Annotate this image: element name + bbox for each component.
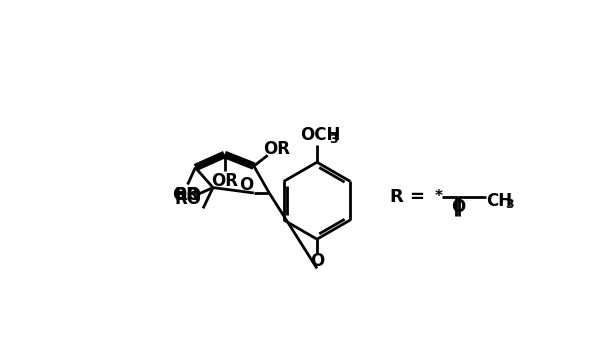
Text: O: O [310, 252, 324, 270]
Text: RO: RO [174, 190, 201, 208]
Text: OR: OR [173, 186, 200, 203]
Text: OR: OR [263, 140, 290, 158]
Text: 3: 3 [330, 132, 338, 146]
Text: *: * [435, 189, 443, 204]
Text: O: O [239, 176, 253, 194]
Text: RO: RO [175, 186, 202, 204]
Text: R =: R = [391, 188, 426, 206]
Text: 3: 3 [505, 198, 514, 211]
Text: OR: OR [211, 172, 238, 190]
Text: CH: CH [486, 192, 511, 210]
Text: OCH: OCH [300, 126, 340, 144]
Text: O: O [451, 198, 465, 216]
